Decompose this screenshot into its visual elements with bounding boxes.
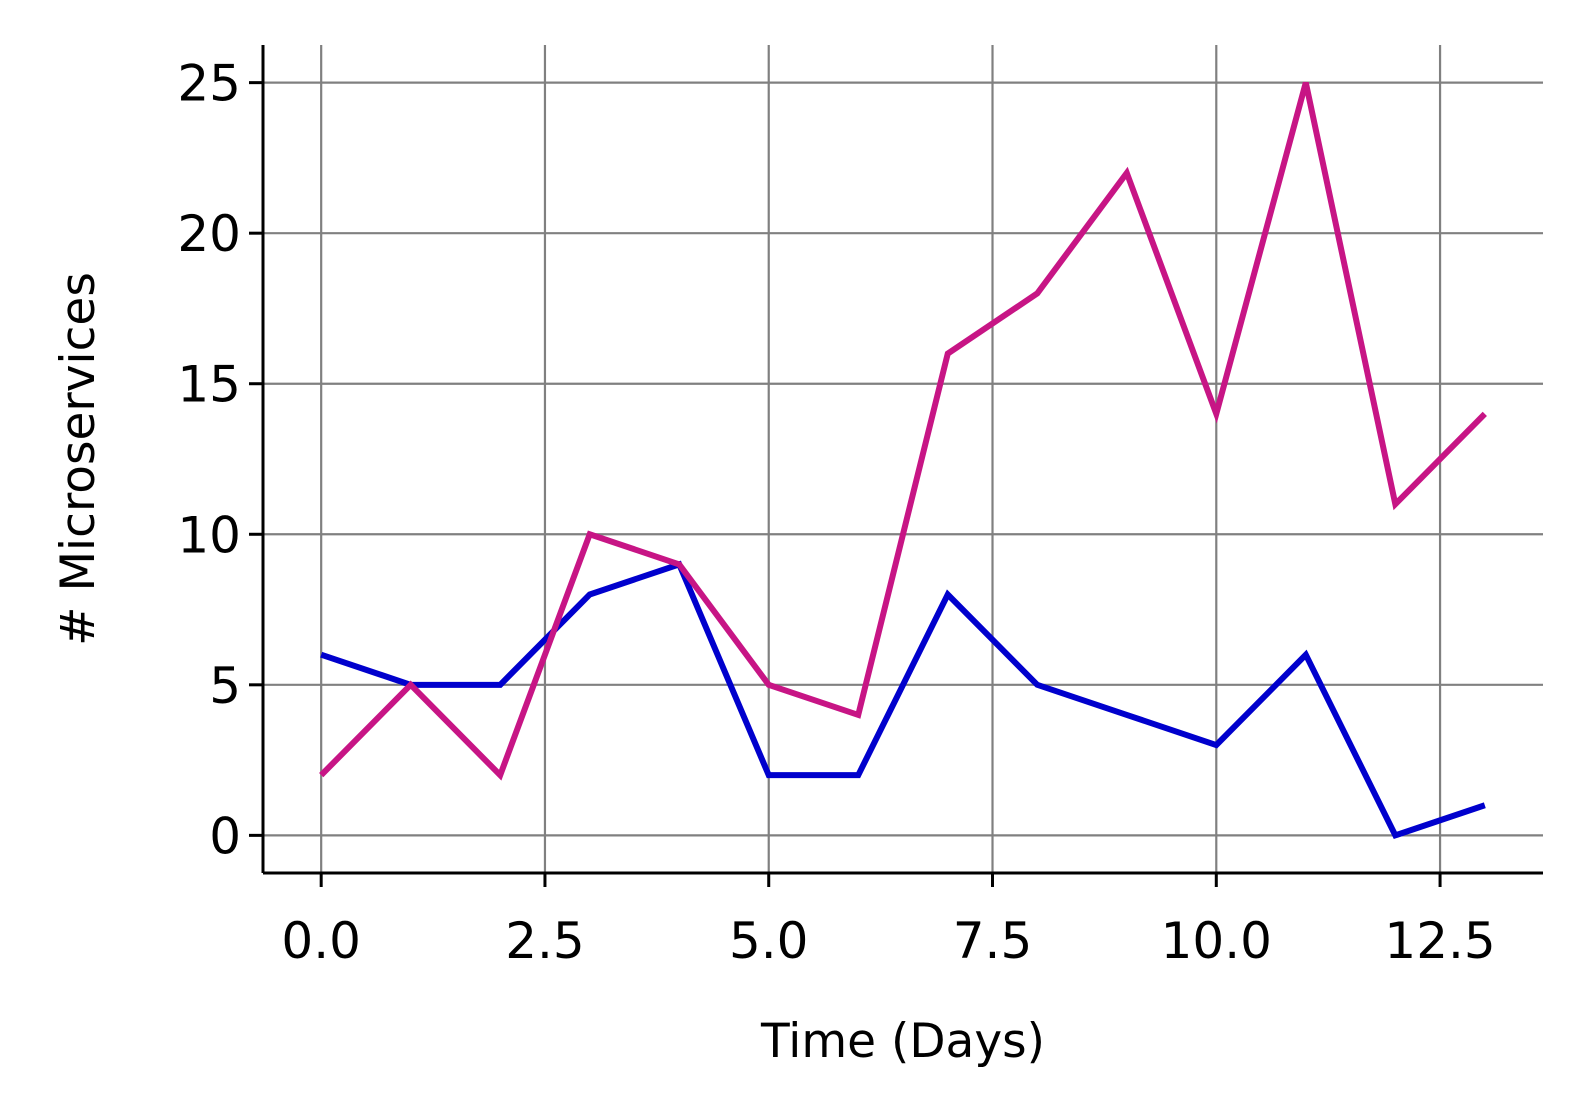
x-tick-label: 5.0 (729, 912, 809, 970)
series-line-1 (320, 560, 1486, 840)
y-tick-label: 25 (177, 55, 241, 113)
x-tick-label: 2.5 (505, 912, 585, 970)
x-tick-label: 0.0 (281, 912, 361, 970)
y-tick-label: 5 (209, 657, 241, 715)
y-tick-label: 10 (177, 506, 241, 564)
series-line-2 (319, 81, 1487, 781)
ticks: 0.0 2.5 5.0 7.5 10.0 12.5 0 5 10 15 20 25 (177, 55, 1495, 970)
y-tick-label: 20 (177, 205, 241, 263)
axes (261, 45, 1543, 875)
series-group (319, 81, 1487, 840)
x-axis-title: Time (Days) (760, 1014, 1045, 1069)
y-axis-title: # Microservices (51, 272, 106, 646)
y-tick-label: 0 (209, 807, 241, 865)
x-tick-label: 7.5 (953, 912, 1033, 970)
x-tick-label: 12.5 (1384, 912, 1495, 970)
y-tick-label: 15 (177, 356, 241, 414)
x-tick-label: 10.0 (1161, 912, 1272, 970)
